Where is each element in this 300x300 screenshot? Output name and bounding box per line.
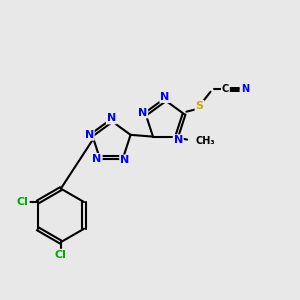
Text: N: N [138,107,147,118]
Text: Cl: Cl [55,250,67,260]
Text: C: C [222,84,229,94]
Text: N: N [120,155,129,165]
Text: N: N [241,84,249,94]
Text: N: N [160,92,170,102]
Text: N: N [92,154,102,164]
Text: Cl: Cl [17,197,29,207]
Text: N: N [107,113,116,124]
Text: N: N [85,130,94,140]
Text: CH₃: CH₃ [195,136,215,146]
Text: S: S [196,101,203,111]
Text: N: N [174,135,183,145]
